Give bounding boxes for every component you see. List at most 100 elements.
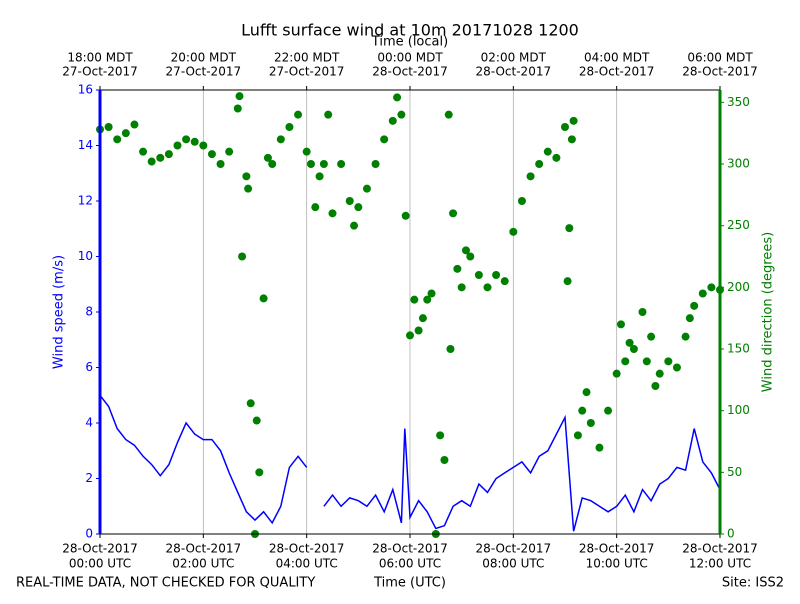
direction-point (233, 104, 242, 113)
direction-point (393, 93, 402, 102)
y2-tick-label: 50 (727, 465, 742, 479)
direction-point (130, 120, 139, 129)
x-tick-label: 28-Oct-2017 (682, 542, 758, 556)
direction-point (690, 301, 699, 310)
direction-point (388, 116, 397, 125)
direction-point (707, 283, 716, 292)
direction-point (461, 246, 470, 255)
direction-point (268, 160, 277, 168)
direction-point (207, 150, 216, 159)
direction-point (621, 357, 630, 366)
direction-point (427, 289, 436, 298)
direction-point (664, 357, 673, 366)
direction-point (629, 345, 638, 353)
direction-point (457, 283, 466, 292)
direction-point (244, 184, 253, 193)
direction-point (444, 110, 453, 119)
x-tick-label: 00:00 UTC (69, 557, 131, 571)
x-tick-label: 10:00 UTC (586, 557, 648, 571)
direction-point (235, 92, 244, 101)
direction-point (509, 227, 518, 236)
direction-point (517, 197, 526, 205)
direction-point (238, 252, 247, 261)
direction-point (173, 141, 182, 150)
y2-tick-label: 250 (727, 218, 750, 232)
x2-tick-label: 06:00 MDT (687, 51, 753, 65)
direction-point (337, 160, 346, 168)
direction-point (466, 252, 475, 261)
direction-point (685, 314, 694, 323)
direction-point (586, 419, 595, 427)
direction-point (263, 153, 272, 162)
direction-point (436, 431, 445, 440)
direction-point (315, 172, 324, 181)
y2-tick-label: 200 (727, 280, 750, 294)
x-axis-label: Time (UTC) (373, 576, 446, 591)
direction-point (104, 123, 113, 131)
direction-point (354, 203, 363, 212)
x2-tick-label: 00:00 MDT (377, 51, 443, 65)
y-tick-label: 8 (85, 305, 93, 319)
footer-left: REAL-TIME DATA, NOT CHECKED FOR QUALITY (16, 576, 315, 591)
direction-point (578, 406, 587, 415)
direction-point (410, 295, 419, 304)
y-tick-label: 6 (85, 360, 93, 374)
x-tick-label: 28-Oct-2017 (372, 542, 448, 556)
direction-point (565, 224, 574, 233)
direction-point (543, 147, 552, 156)
footer-right: Site: ISS2 (722, 576, 784, 591)
x-tick-label: 12:00 UTC (689, 557, 751, 571)
x-tick-label: 28-Oct-2017 (269, 542, 345, 556)
direction-point (642, 357, 651, 366)
direction-point (406, 331, 414, 340)
direction-point (573, 431, 582, 440)
x-tick-label: 28-Oct-2017 (62, 542, 138, 556)
direction-point (350, 221, 359, 230)
x-tick-label: 02:00 UTC (172, 557, 234, 571)
y-tick-label: 10 (78, 249, 93, 263)
direction-point (446, 345, 455, 353)
direction-point (242, 172, 251, 181)
direction-point (225, 147, 234, 156)
x2-tick-label: 18:00 MDT (67, 51, 133, 65)
direction-point (199, 141, 208, 150)
direction-point (190, 137, 199, 146)
y-axis-label: Wind speed (m/s) (52, 255, 67, 369)
speed-line (99, 394, 721, 532)
direction-point (328, 209, 337, 218)
y2-tick-label: 350 (727, 95, 750, 109)
y2-tick-label: 150 (727, 342, 750, 356)
x-tick-label: 28-Oct-2017 (579, 542, 655, 556)
y-tick-label: 16 (78, 83, 93, 97)
direction-point (113, 135, 122, 144)
direction-point (319, 160, 328, 168)
direction-point (535, 160, 544, 168)
x2-tick-label: 20:00 MDT (171, 51, 237, 65)
direction-point (139, 147, 148, 156)
direction-point (252, 416, 261, 425)
direction-point (569, 116, 578, 125)
x-tick-label: 06:00 UTC (379, 557, 441, 571)
direction-point (182, 135, 191, 144)
y2-axis-label: Wind direction (degrees) (761, 232, 776, 392)
y2-tick-label: 100 (727, 403, 750, 417)
y-tick-label: 2 (85, 471, 93, 485)
direction-point (259, 294, 268, 303)
y-tick-label: 12 (78, 194, 93, 208)
direction-point (561, 123, 569, 131)
chart-title: Lufft surface wind at 10m 20171028 1200 (241, 21, 579, 40)
x2-tick-label: 02:00 MDT (481, 51, 547, 65)
direction-point (324, 110, 333, 119)
x2-tick-label: 27-Oct-2017 (62, 65, 138, 79)
direction-point (440, 456, 449, 464)
x2-tick-label: 22:00 MDT (274, 51, 340, 65)
x-tick-label: 04:00 UTC (276, 557, 338, 571)
direction-point (604, 406, 613, 415)
y2-tick-label: 300 (727, 157, 750, 171)
x2-axis-label: Time (local) (371, 35, 448, 50)
direction-point (483, 283, 492, 292)
direction-point (371, 160, 380, 168)
y-tick-label: 0 (85, 527, 93, 541)
x-tick-label: 08:00 UTC (482, 557, 544, 571)
